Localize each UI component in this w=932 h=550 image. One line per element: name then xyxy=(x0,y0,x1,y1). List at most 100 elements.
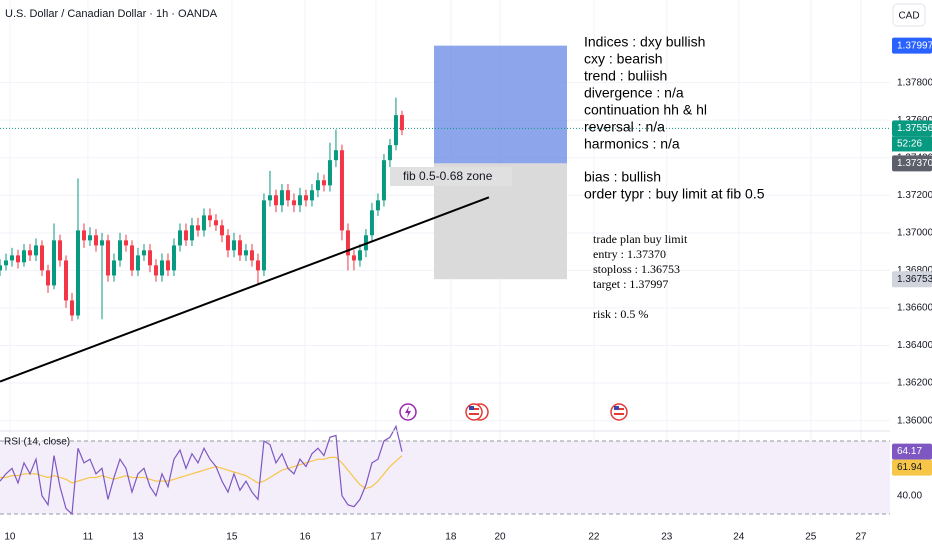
candle-body xyxy=(267,195,272,201)
y-tick-label: 1.36000 xyxy=(897,415,932,426)
currency-box[interactable] xyxy=(892,3,926,27)
annotation: harmonics : n/a xyxy=(584,136,680,152)
entry-badge: 1.37370 xyxy=(897,158,932,169)
stop-badge: 1.36753 xyxy=(897,274,932,285)
candle-body xyxy=(333,150,338,161)
overlays: fib 0.5-0.68 zone xyxy=(0,167,512,383)
rsi-band xyxy=(0,440,890,514)
annotation: entry : 1.37370 xyxy=(593,247,666,261)
flag-stripe xyxy=(614,413,624,415)
candle-body xyxy=(189,225,194,241)
annotation: trade plan buy limit xyxy=(593,232,688,246)
candle-body xyxy=(243,250,248,256)
annotation: cxy : bearish xyxy=(584,51,663,67)
candle-body xyxy=(15,255,20,263)
candle-body xyxy=(201,215,206,231)
candle-body xyxy=(351,255,356,261)
candle-body xyxy=(375,200,380,211)
rsi-ma-badge: 61.94 xyxy=(897,462,922,473)
candle-body xyxy=(321,180,326,186)
candle-body xyxy=(99,240,104,246)
rsi-badge-bg xyxy=(892,443,932,460)
candle-body xyxy=(381,160,386,201)
candle-body xyxy=(27,250,32,256)
countdown: 52:26 xyxy=(897,139,922,150)
last-price-badge-bg xyxy=(892,120,932,137)
candle-body xyxy=(255,260,260,271)
annotation: divergence : n/a xyxy=(584,85,684,101)
y-tick-label: 1.37200 xyxy=(897,190,932,201)
candle-body xyxy=(369,210,374,236)
candle-body xyxy=(387,145,392,161)
candle-body xyxy=(63,260,68,301)
y-tick-label: 1.37800 xyxy=(897,77,932,88)
candle-body xyxy=(111,260,116,276)
annotation: Indices : dxy bullish xyxy=(584,34,705,50)
y-tick-label: 1.36600 xyxy=(897,303,932,314)
candle-body xyxy=(21,250,26,263)
currency: CAD xyxy=(898,11,919,22)
candle-body xyxy=(291,200,296,206)
target-badge: 1.37997 xyxy=(897,40,932,51)
target-badge-bg xyxy=(892,37,932,54)
candle-body xyxy=(69,300,74,316)
annotation: risk : 0.5 % xyxy=(593,307,648,321)
candle-body xyxy=(399,115,404,131)
x-tick-label: 25 xyxy=(805,532,817,543)
countdown-bg xyxy=(892,136,932,152)
candle-body xyxy=(159,260,164,276)
zone-label: fib 0.5-0.68 zone xyxy=(403,169,493,183)
annotation: bias : bullish xyxy=(584,169,661,185)
candle-body xyxy=(141,250,146,256)
candle-body xyxy=(279,190,284,206)
candle-body xyxy=(147,250,152,266)
entry-badge-bg xyxy=(892,155,932,172)
target-zone xyxy=(434,45,567,164)
rsi-pane xyxy=(0,424,890,516)
candle-body xyxy=(261,200,266,271)
candle-body xyxy=(195,225,200,231)
candle-body xyxy=(249,250,254,261)
x-tick-label: 18 xyxy=(445,532,457,543)
candle-body xyxy=(153,265,158,276)
candle-body xyxy=(81,230,86,241)
candle-body xyxy=(135,255,140,271)
x-tick-label: 22 xyxy=(588,532,600,543)
candle-body xyxy=(327,160,332,186)
trendline xyxy=(0,196,490,383)
rsi-line xyxy=(0,424,403,516)
candle-body xyxy=(357,250,362,261)
candles xyxy=(0,97,404,322)
candle-body xyxy=(207,215,212,221)
rsi-ma-line xyxy=(0,455,403,490)
candle-body xyxy=(285,190,290,201)
candle-body xyxy=(297,195,302,206)
flag-canton xyxy=(614,406,619,410)
y-tick-label: 1.37600 xyxy=(897,115,932,126)
y-tick-label: 1.37000 xyxy=(897,227,932,238)
candle-body xyxy=(75,230,80,316)
candle-body xyxy=(33,245,38,256)
y-tick-label: 1.36400 xyxy=(897,340,932,351)
candle-body xyxy=(315,180,320,191)
candle-body xyxy=(339,150,344,231)
candle-body xyxy=(213,220,218,226)
candle-body xyxy=(303,195,308,201)
candle-body xyxy=(177,230,182,246)
annotation: target : 1.37997 xyxy=(593,277,668,291)
candle-body xyxy=(3,260,8,266)
candle-body xyxy=(309,190,314,201)
candle-body xyxy=(165,260,170,271)
candle-body xyxy=(273,195,278,206)
candle-body xyxy=(57,240,62,261)
candle-body xyxy=(393,115,398,146)
candle-body xyxy=(183,230,188,241)
candle-body xyxy=(345,230,350,256)
candle-body xyxy=(9,255,14,261)
candle-body xyxy=(225,235,230,251)
candle-body xyxy=(39,245,44,271)
candle-body xyxy=(117,240,122,261)
candle-body xyxy=(231,240,236,251)
rsi-ma-badge-bg xyxy=(892,459,932,476)
